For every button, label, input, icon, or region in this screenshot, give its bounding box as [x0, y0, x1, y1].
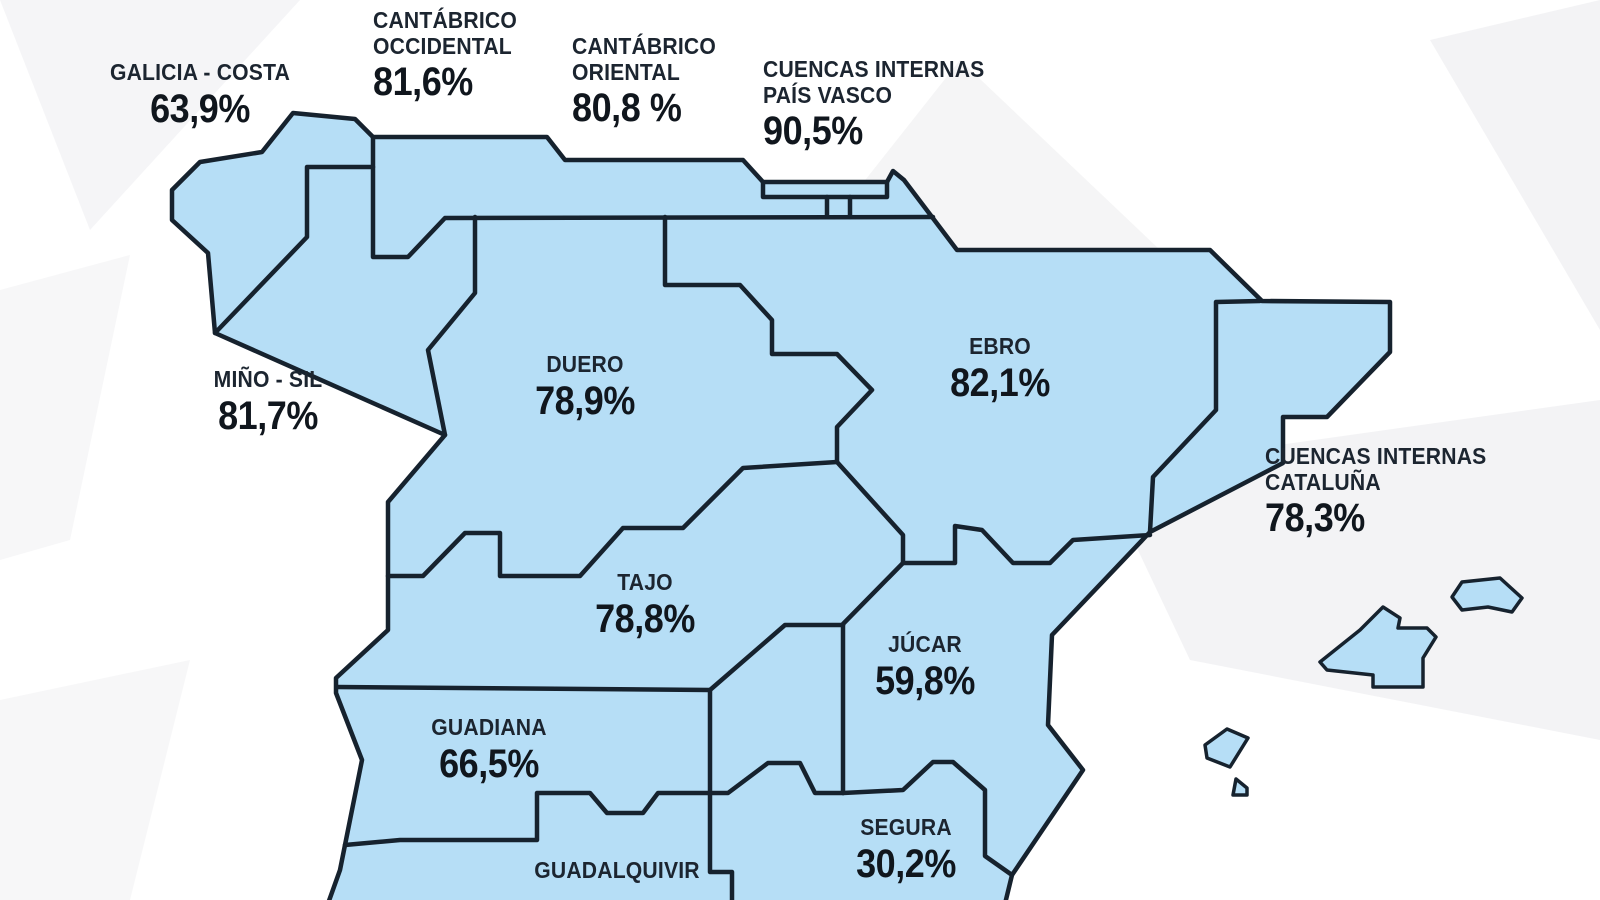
- balearic-islands: [1203, 576, 1524, 797]
- basin-label-mino-sil: MIÑO - SIL 81,7%: [213, 366, 323, 438]
- border-ebro-tajo: [834, 459, 906, 566]
- peninsula-outline: [169, 110, 1393, 900]
- basin-value: 63,9%: [150, 86, 250, 131]
- basin-value: 81,6%: [373, 60, 473, 105]
- border-mino-duero: [425, 214, 478, 438]
- border-guadiana-jucar: [707, 687, 735, 900]
- basin-name: GUADIANA: [431, 714, 547, 740]
- basin-label-guadalquivir: GUADALQUIVIR: [534, 857, 700, 887]
- basin-label-cantabrico-occidental: CANTÁBRICO OCCIDENTAL 81,6%: [373, 7, 517, 105]
- border-duero-tajo: [385, 459, 840, 579]
- border-tajo-guadiana: [334, 684, 713, 693]
- basin-value: 78,3%: [1265, 496, 1365, 541]
- basin-name: CUENCAS INTERNAS PAÍS VASCO: [763, 56, 985, 108]
- basin-name: EBRO: [969, 333, 1031, 359]
- island-menorca: [1450, 576, 1524, 614]
- basin-name: TAJO: [617, 569, 673, 595]
- basin-label-ebro: EBRO 82,1%: [950, 333, 1050, 405]
- basin-name: JÚCAR: [888, 631, 962, 657]
- basin-value: 30,2%: [856, 841, 956, 886]
- basin-name: GUADALQUIVIR: [534, 857, 700, 883]
- border-segura-nw-peak: [707, 760, 846, 796]
- basin-value: 81,7%: [218, 393, 318, 438]
- basin-value: 82,1%: [950, 360, 1050, 405]
- basin-label-guadiana: GUADIANA 66,5%: [431, 714, 547, 786]
- basin-label-cuencas-internas-cataluna: CUENCAS INTERNAS CATALUÑA 78,3%: [1265, 443, 1487, 541]
- basin-value: 90,5%: [763, 109, 863, 154]
- border-cantabrico-west: [370, 134, 936, 260]
- basin-label-galicia-costa: GALICIA - COSTA 63,9%: [109, 59, 291, 131]
- border-duero-ebro: [662, 214, 875, 465]
- basin-label-cantabrico-oriental: CANTÁBRICO ORIENTAL 80,8 %: [572, 33, 716, 131]
- border-tajo-se-corner: [707, 622, 846, 693]
- peninsula-polygon: [169, 110, 1393, 900]
- basin-value: 80,8 %: [572, 86, 682, 131]
- border-guadiana-guadalquivir: [342, 790, 713, 848]
- border-galicia-mino: [212, 164, 376, 336]
- island-mallorca: [1318, 605, 1438, 689]
- basin-value: 59,8%: [875, 658, 975, 703]
- island-ibiza: [1203, 727, 1250, 769]
- basin-label-tajo: TAJO 78,8%: [595, 569, 695, 641]
- basin-label-duero: DUERO 78,9%: [535, 351, 635, 423]
- border-ebro-cataluna: [1147, 298, 1263, 535]
- basin-borders: [212, 134, 1263, 900]
- basin-name: CANTÁBRICO ORIENTAL: [572, 33, 716, 85]
- basin-name: SEGURA: [860, 814, 952, 840]
- basin-value: 78,8%: [595, 596, 695, 641]
- island-formentera: [1231, 777, 1249, 797]
- basin-value: 78,9%: [535, 378, 635, 423]
- basin-name: GALICIA - COSTA: [109, 59, 291, 85]
- basin-name: CUENCAS INTERNAS CATALUÑA: [1265, 443, 1487, 495]
- basin-name: CANTÁBRICO OCCIDENTAL: [373, 7, 517, 59]
- basin-value: 66,5%: [439, 741, 539, 786]
- basin-name: DUERO: [546, 351, 624, 377]
- basin-label-jucar: JÚCAR 59,8%: [875, 631, 975, 703]
- border-ebro-jucar: [900, 523, 1153, 566]
- basin-label-cuencas-internas-pais-vasco: CUENCAS INTERNAS PAÍS VASCO 90,5%: [763, 56, 985, 154]
- basin-name: MIÑO - SIL: [213, 366, 323, 392]
- basin-label-segura: SEGURA 30,2%: [856, 814, 956, 886]
- border-jucar-segura: [840, 759, 1015, 878]
